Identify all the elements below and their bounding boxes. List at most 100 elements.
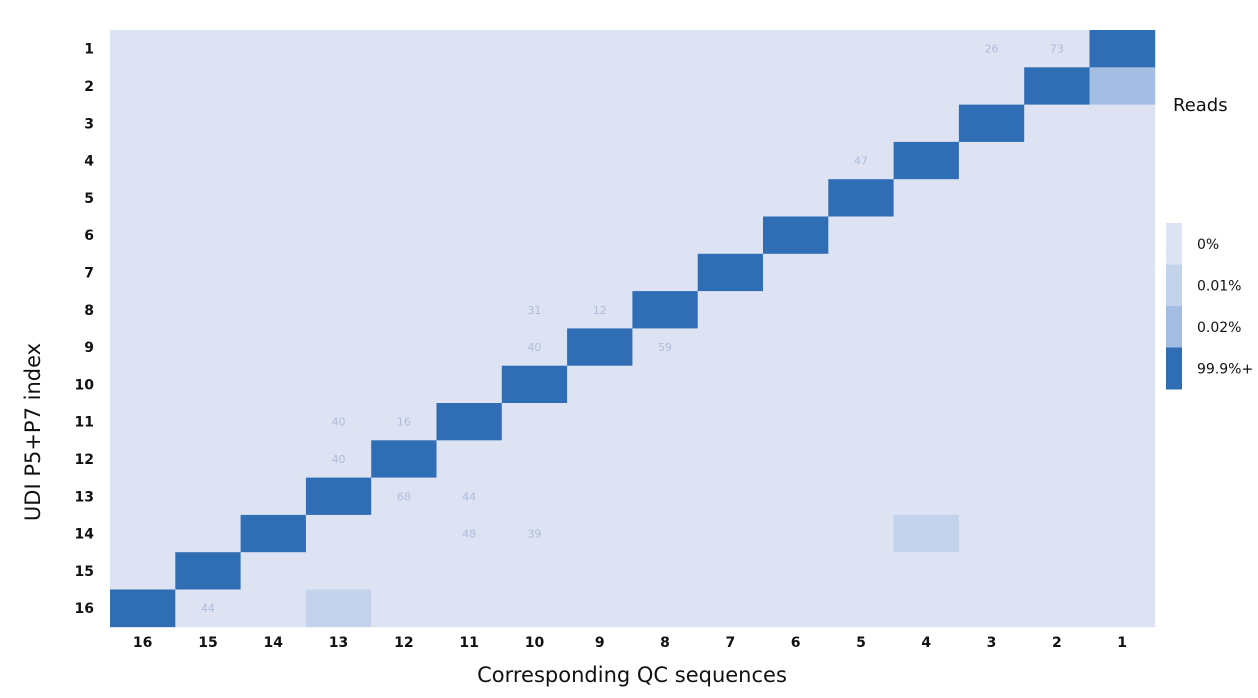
heatmap-cell-r11-c6 (763, 403, 829, 441)
cell-label: 40 (332, 416, 346, 429)
heatmap-cell-r3-c16 (110, 104, 176, 143)
heatmap-cell-r6-c8 (632, 216, 699, 255)
heatmap-cell-r5-c6 (763, 179, 829, 217)
heatmap-cell-r7-c2 (1024, 253, 1090, 292)
heatmap-cell-r14-c11 (436, 514, 503, 553)
heatmap-cell-r10-c1 (1089, 365, 1156, 404)
heatmap-cell-r10-c7 (697, 365, 764, 404)
heatmap-cell-r13-c11 (436, 477, 503, 516)
heatmap-cell-labels: 26 73 47 31 12 40 59 40 16 40 68 44 48 39 44 (201, 43, 1064, 616)
heatmap-cell-r11-c1 (1089, 403, 1156, 441)
heatmap-cell-r16-c6 (763, 589, 829, 628)
heatmap-cell-r15-c11 (436, 552, 503, 590)
heatmap-cell-r10-c10 (501, 365, 568, 404)
heatmap-cell-r12-c1 (1089, 440, 1156, 478)
heatmap-cell-r11-c16 (110, 403, 176, 441)
heatmap-cell-r7-c3 (958, 253, 1025, 292)
heatmap-cell-r9-c13 (305, 328, 372, 367)
y-tick-label: 15 (75, 564, 94, 580)
y-tick-label: 11 (75, 415, 94, 431)
heatmap-cell-r10-c8 (632, 365, 699, 404)
heatmap-cell-r15-c16 (110, 552, 176, 590)
heatmap-cell-r14-c8 (632, 514, 699, 553)
heatmap-cell-r10-c15 (175, 365, 241, 404)
heatmap-cell-r13-c4 (893, 477, 960, 516)
heatmap-cell-r8-c2 (1024, 291, 1090, 329)
heatmap-cell-r9-c5 (828, 328, 894, 367)
heatmap-cell-r14-c15 (175, 514, 241, 553)
heatmap-cell-r2-c8 (632, 67, 699, 105)
heatmap-cell-r7-c8 (632, 253, 699, 292)
heatmap-cell-r7-c1 (1089, 253, 1156, 292)
heatmap-cell-r9-c6 (763, 328, 829, 367)
x-tick-label: 5 (856, 635, 866, 651)
x-tick-label: 7 (725, 635, 735, 651)
heatmap-cell-r7-c10 (501, 253, 568, 292)
heatmap-cell-r1-c16 (110, 30, 176, 68)
heatmap-cell-r1-c6 (763, 30, 829, 68)
heatmap-cell-r12-c5 (828, 440, 894, 478)
heatmap-cell-r13-c6 (763, 477, 829, 516)
heatmap-cell-r3-c10 (501, 104, 568, 143)
heatmap-cell-r5-c15 (175, 179, 241, 217)
x-tick-label: 3 (987, 635, 997, 651)
heatmap-cell-r15-c2 (1024, 552, 1090, 590)
heatmap-cell-r12-c6 (763, 440, 829, 478)
heatmap-cell-r6-c2 (1024, 216, 1090, 255)
heatmap-cell-r7-c13 (305, 253, 372, 292)
heatmap-cell-r11-c11 (436, 403, 503, 441)
heatmap-cell-r14-c2 (1024, 514, 1090, 553)
heatmap-cell-r2-c14 (240, 67, 307, 105)
heatmap-cell-r15-c1 (1089, 552, 1156, 590)
heatmap-cell-r11-c8 (632, 403, 699, 441)
y-tick-label: 13 (75, 489, 94, 505)
x-axis-ticks: 16 15 14 13 12 11 10 9 8 7 6 5 4 3 2 1 (133, 635, 1127, 651)
heatmap-cell-r10-c5 (828, 365, 894, 404)
heatmap-cell-r15-c12 (371, 552, 437, 590)
heatmap-cell-r13-c10 (501, 477, 568, 516)
heatmap-cell-r1-c3 (958, 30, 1025, 68)
heatmap-cell-r11-c2 (1024, 403, 1090, 441)
heatmap-cell-r13-c8 (632, 477, 699, 516)
heatmap-cell-r15-c3 (958, 552, 1025, 590)
heatmap-cell-r2-c2 (1024, 67, 1090, 105)
heatmap-cell-r13-c12 (371, 477, 437, 516)
heatmap-cell-r4-c11 (436, 141, 503, 180)
heatmap-cell-r11-c3 (958, 403, 1025, 441)
heatmap-cell-r12-c11 (436, 440, 503, 478)
heatmap-cell-r2-c11 (436, 67, 503, 105)
heatmap-cell-r8-c10 (501, 291, 568, 329)
legend-swatch (1166, 306, 1182, 348)
heatmap-cell-r5-c9 (567, 179, 633, 217)
heatmap-cell-r4-c10 (501, 141, 568, 180)
heatmap-cell-r6-c11 (436, 216, 503, 255)
heatmap-cell-r9-c10 (501, 328, 568, 367)
heatmap-cell-r2-c13 (305, 67, 372, 105)
cell-label: 73 (1050, 43, 1064, 56)
heatmap-cell-r10-c4 (893, 365, 960, 404)
heatmap-cell-r2-c1 (1089, 67, 1156, 105)
y-tick-label: 4 (84, 154, 94, 170)
heatmap-cell-r6-c6 (763, 216, 829, 255)
heatmap-cell-r9-c1 (1089, 328, 1156, 367)
x-tick-label: 4 (921, 635, 931, 651)
heatmap-cell-r12-c16 (110, 440, 176, 478)
heatmap-cell-r2-c16 (110, 67, 176, 105)
heatmap-cell-r11-c10 (501, 403, 568, 441)
heatmap-cell-r3-c14 (240, 104, 307, 143)
x-tick-label: 15 (198, 635, 217, 651)
heatmap-cell-r3-c5 (828, 104, 894, 143)
heatmap-cell-r12-c7 (697, 440, 764, 478)
x-tick-label: 1 (1117, 635, 1127, 651)
heatmap-cell-r11-c9 (567, 403, 633, 441)
heatmap-cell-r11-c4 (893, 403, 960, 441)
cell-label: 26 (985, 43, 999, 56)
heatmap-cell-r15-c9 (567, 552, 633, 590)
heatmap-cell-r7-c6 (763, 253, 829, 292)
heatmap-cell-r16-c3 (958, 589, 1025, 628)
heatmap-cell-r14-c7 (697, 514, 764, 553)
heatmap-cell-r4-c2 (1024, 141, 1090, 180)
y-tick-label: 10 (75, 377, 95, 393)
heatmap-cell-r10-c16 (110, 365, 176, 404)
